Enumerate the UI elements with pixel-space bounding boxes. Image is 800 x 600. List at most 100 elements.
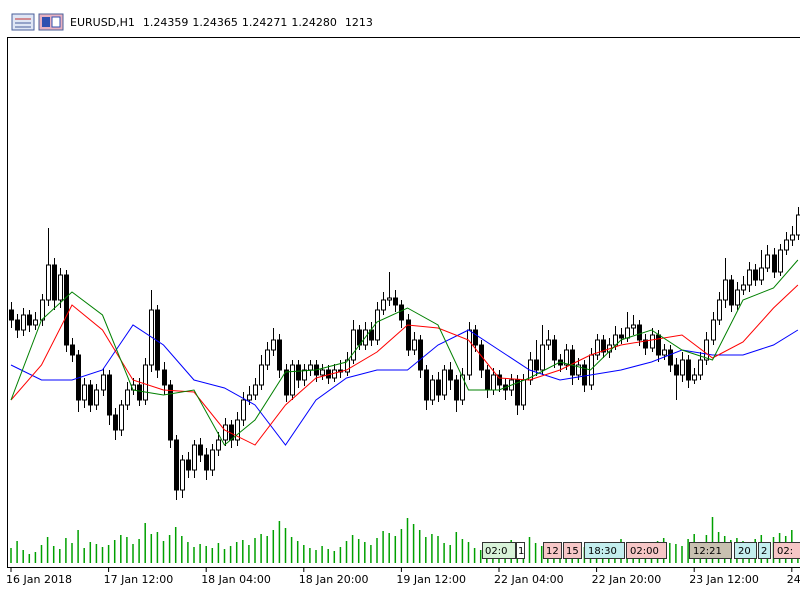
candle-body	[9, 309, 14, 321]
header-info: EURUSD,H1 1.24359 1.24365 1.24271 1.24280 121…	[70, 16, 373, 29]
candle-body	[454, 379, 459, 401]
event-box[interactable]	[626, 542, 667, 559]
candle-body	[680, 359, 685, 376]
volume-bar	[144, 523, 146, 563]
candle-body	[796, 214, 800, 236]
candle-body	[247, 394, 252, 401]
candle-body	[650, 334, 655, 349]
candle-body	[241, 399, 246, 421]
volume-bar	[290, 537, 293, 563]
volume-bar	[138, 539, 140, 563]
candle-body	[406, 319, 411, 351]
volume-bar	[357, 539, 360, 563]
window-icon[interactable]	[38, 13, 64, 31]
candle-body	[601, 339, 606, 353]
volume-bar	[83, 548, 85, 563]
candle-body	[418, 339, 423, 371]
candle-body	[625, 327, 630, 339]
indicator-line	[10, 259, 799, 446]
candle-body	[46, 264, 51, 301]
x-tick-label: 19 Jan 12:00	[396, 573, 466, 586]
volume-bar	[205, 546, 207, 563]
volume-bar	[16, 541, 18, 563]
candle-body	[259, 364, 264, 386]
candle-body	[759, 267, 764, 281]
candle-body	[277, 339, 282, 371]
candle-body	[290, 364, 295, 396]
candle-body	[467, 329, 472, 376]
candle-body	[674, 364, 679, 376]
volume-bar	[272, 530, 275, 563]
candle-body	[308, 364, 313, 371]
volume-bar	[156, 532, 159, 563]
event-label: 1	[518, 546, 524, 557]
volume-bar	[266, 536, 268, 563]
volume-bar	[443, 543, 445, 563]
candle-body	[497, 374, 502, 386]
volume-bar	[351, 535, 354, 563]
volume-bar	[107, 545, 110, 563]
volume-bar	[370, 545, 372, 563]
chart-icon[interactable]	[11, 13, 35, 31]
candle-body	[747, 269, 752, 286]
event-label: 12	[546, 546, 559, 557]
event-box[interactable]	[758, 542, 771, 559]
event-box[interactable]	[773, 542, 800, 559]
event-label: 12:21	[693, 546, 722, 557]
volume-bar	[34, 552, 37, 563]
indicator-line	[10, 324, 799, 446]
event-label: 2	[761, 546, 767, 557]
volume-bar	[364, 542, 366, 563]
volume-bar	[217, 543, 220, 563]
bar-volume: 1213	[345, 16, 373, 29]
candle-body	[64, 274, 69, 346]
icon-frame	[11, 13, 35, 31]
candle-body	[101, 374, 106, 391]
volume-bar	[150, 534, 153, 563]
volume-bar	[687, 539, 689, 563]
candle-body	[784, 239, 789, 251]
candle-body	[351, 329, 356, 361]
candle-body	[692, 374, 697, 381]
bar-high: 1.24365	[192, 16, 238, 29]
candle-body	[40, 299, 45, 321]
x-tick-label: 24 Jan 04:00	[787, 573, 800, 586]
candle-body	[119, 404, 124, 431]
volume-bar	[254, 538, 256, 563]
x-tick-label: 18 Jan 04:00	[201, 573, 271, 586]
volume-bar	[101, 547, 104, 563]
event-box[interactable]	[516, 542, 525, 559]
volume-bar	[260, 534, 262, 563]
x-tick-label: 18 Jan 20:00	[299, 573, 369, 586]
event-label: 20	[738, 546, 751, 557]
candle-body	[180, 459, 185, 491]
event-box[interactable]	[689, 542, 732, 559]
candle-body	[442, 369, 447, 396]
event-box[interactable]	[734, 542, 757, 559]
candle-body	[540, 344, 545, 371]
volume-bar	[126, 537, 128, 563]
candle-body	[704, 339, 709, 361]
volume-bar	[388, 533, 390, 563]
volume-bar	[168, 535, 171, 563]
event-box[interactable]	[543, 542, 562, 559]
volume-bar	[235, 542, 238, 563]
event-box[interactable]	[584, 542, 625, 559]
candle-body	[753, 269, 758, 281]
candle-body	[302, 369, 307, 381]
volume-bar	[52, 546, 55, 563]
volume-bar	[412, 524, 415, 563]
volume-bar	[339, 547, 342, 563]
candle-body	[70, 344, 75, 356]
candle-body	[162, 369, 167, 386]
volume-bar	[425, 537, 427, 563]
volume-bar	[431, 534, 433, 563]
volume-bar	[181, 536, 183, 563]
candle-body	[741, 284, 746, 291]
candle-body	[210, 449, 215, 471]
event-box[interactable]	[482, 542, 516, 559]
event-box[interactable]	[563, 542, 582, 559]
volume-bar	[382, 531, 384, 563]
